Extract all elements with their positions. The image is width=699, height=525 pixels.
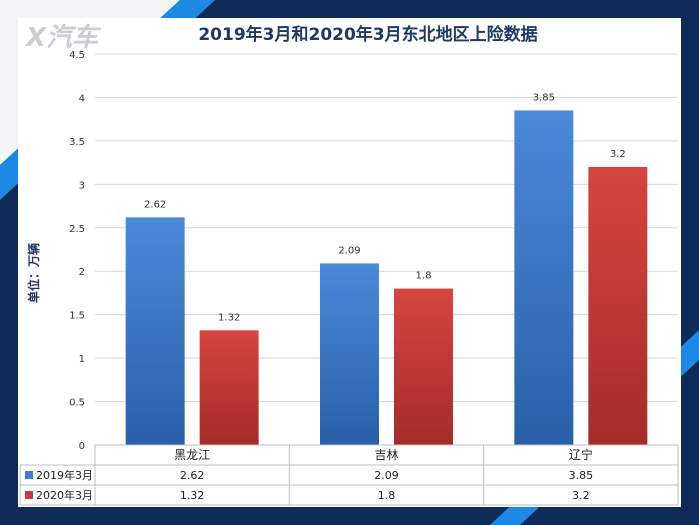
data-label: 2.09	[338, 245, 360, 256]
table-cell: 3.85	[569, 469, 594, 482]
legend-label: 2020年3月	[36, 488, 93, 502]
watermark-logo: X汽车	[24, 23, 102, 53]
bar	[394, 288, 453, 445]
y-tick-label: 4.5	[69, 50, 85, 61]
data-label: 1.32	[218, 312, 240, 323]
bar	[514, 110, 574, 445]
legend-swatch	[25, 471, 33, 479]
chart-title: 2019年3月和2020年3月东北地区上险数据	[198, 24, 537, 45]
y-tick-label: 3	[79, 180, 85, 191]
y-tick-label: 2	[79, 267, 85, 278]
category-label: 黑龙江	[174, 448, 210, 462]
y-tick-label: 0	[79, 441, 85, 452]
bar	[199, 330, 259, 445]
table-cell: 1.8	[378, 489, 396, 502]
bar	[125, 217, 185, 445]
y-tick-label: 2.5	[69, 224, 85, 235]
chart-panel: X汽车 2019年3月和2020年3月东北地区上险数据 单位：万辆 0 0.5 1 1…	[18, 18, 681, 507]
bar	[588, 166, 648, 445]
data-labels: 2.62 1.32 2.09 1.8 3.85 3.2	[144, 92, 626, 323]
y-tick-label: 0.5	[69, 398, 85, 409]
table-cell: 1.32	[180, 489, 205, 502]
data-table: 黑龙江 吉林 辽宁 2019年3月 2.62 2.09 3.85 2020年3月 1.32 1.8…	[19, 444, 679, 506]
y-tick-labels: 0 0.5 1 1.5 2 2.5 3 3.5 4 4.5	[69, 50, 85, 452]
y-axis-label: 单位：万辆	[26, 243, 41, 303]
table-cell: 2.62	[180, 469, 205, 482]
chart: X汽车 2019年3月和2020年3月东北地区上险数据 单位：万辆 0 0.5 1 1…	[19, 23, 679, 506]
legend-swatch	[25, 491, 33, 499]
data-label: 3.85	[533, 92, 555, 103]
table-cell: 3.2	[572, 489, 590, 502]
bars	[125, 110, 648, 445]
y-tick-label: 1.5	[69, 311, 85, 322]
data-label: 2.62	[144, 199, 166, 210]
category-label: 吉林	[374, 448, 398, 462]
y-tick-label: 3.5	[69, 137, 85, 148]
category-label: 辽宁	[569, 447, 593, 462]
y-tick-label: 4	[79, 93, 85, 104]
data-label: 1.8	[416, 271, 432, 282]
y-tick-label: 1	[79, 354, 85, 365]
legend-label: 2019年3月	[36, 468, 93, 482]
data-label: 3.2	[610, 149, 626, 160]
table-cell: 2.09	[374, 469, 399, 482]
bar	[320, 263, 379, 445]
